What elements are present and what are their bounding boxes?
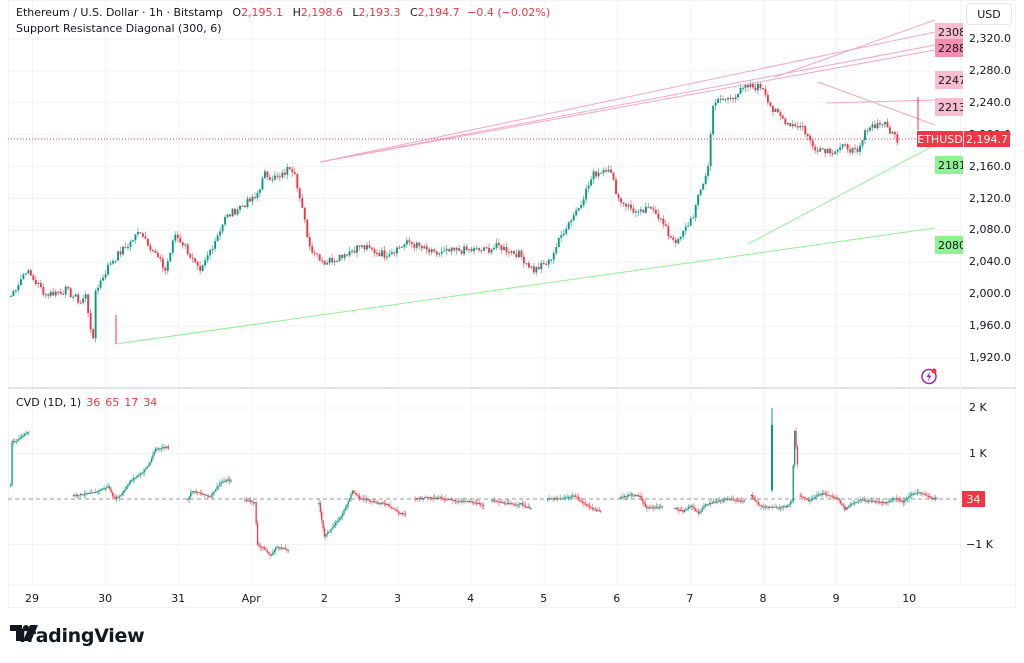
date-tick: 6 xyxy=(613,592,621,605)
support-tag-2181: 2181 xyxy=(935,156,963,174)
resistance-tag-2213: 2213 xyxy=(935,98,963,116)
ohlc-close: 2,194.7 xyxy=(417,6,460,19)
resistance-tag-2288: 2288 xyxy=(935,39,963,57)
current-price-tag: 2,194.7 xyxy=(964,131,1010,147)
tradingview-logo[interactable]: TradingView xyxy=(10,625,145,647)
date-tick: 4 xyxy=(467,592,475,605)
price-tick: 2,120.0 xyxy=(969,191,1011,205)
date-tick: 9 xyxy=(832,592,840,605)
resistance-tag-2308: 2308 xyxy=(935,23,963,41)
price-tick: 2,080.0 xyxy=(969,223,1011,237)
symbol-ohlc-row: Ethereum / U.S. Dollar · 1h · Bitstamp O… xyxy=(16,6,551,19)
price-tick: 2,240.0 xyxy=(969,95,1011,109)
price-tick: 2,160.0 xyxy=(969,159,1011,173)
cvd-label[interactable]: CVD (1D, 1) xyxy=(16,396,82,409)
cvd-tick: 1 K xyxy=(969,446,987,460)
cvd-tick: −1 K xyxy=(966,537,993,551)
indicator-label[interactable]: Support Resistance Diagonal (300, 6) xyxy=(16,22,222,35)
date-tick: 31 xyxy=(171,592,186,605)
ohlc-change: −0.4 (−0.02%) xyxy=(467,6,551,19)
date-tick: 3 xyxy=(394,592,401,605)
date-tick: 29 xyxy=(25,592,39,605)
cvd-tick: 2 K xyxy=(969,401,987,414)
date-tick: 2 xyxy=(320,592,328,605)
chart-legend: Ethereum / U.S. Dollar · 1h · Bitstamp O… xyxy=(16,6,550,36)
price-tick: 2,320.0 xyxy=(969,32,1011,45)
ohlc-high: 2,198.6 xyxy=(300,6,343,19)
lightning-alert-icon[interactable] xyxy=(920,367,938,385)
price-tick: 2,040.0 xyxy=(969,255,1011,269)
ohlc-open: 2,195.1 xyxy=(241,6,284,19)
currency-selector[interactable]: USD xyxy=(966,3,1012,25)
symbol-title[interactable]: Ethereum / U.S. Dollar · 1h · Bitstamp xyxy=(16,6,223,19)
cvd-value-3: 17 xyxy=(124,396,139,409)
cvd-value-2: 65 xyxy=(105,396,120,409)
price-tick: 2,280.0 xyxy=(969,63,1011,77)
price-tick: 1,960.0 xyxy=(969,319,1011,333)
date-tick: 10 xyxy=(902,592,917,605)
cvd-value-4: 34 xyxy=(143,396,158,409)
ohlc-low: 2,193.3 xyxy=(358,6,401,19)
support-tag-2080: 2080 xyxy=(935,236,963,254)
resistance-tag-2247: 2247 xyxy=(935,71,963,89)
cvd-value-1: 36 xyxy=(86,396,101,409)
price-tick: 1,920.0 xyxy=(969,351,1011,364)
cvd-legend: CVD (1D, 1) 36 65 17 34 xyxy=(16,396,157,409)
date-tick: 8 xyxy=(759,592,767,605)
date-tick: 30 xyxy=(98,592,113,605)
symbol-price-tag: ETHUSD xyxy=(917,131,963,147)
date-tick: 7 xyxy=(686,592,694,605)
date-tick: Apr xyxy=(241,592,261,605)
chart-frame[interactable] xyxy=(8,0,1016,608)
logo-text: TradingView xyxy=(16,625,145,647)
price-tick: 2,000.0 xyxy=(969,287,1011,301)
date-tick: 5 xyxy=(540,592,548,605)
chart-canvas[interactable] xyxy=(0,0,1024,610)
cvd-current-tag: 34 xyxy=(962,491,985,507)
